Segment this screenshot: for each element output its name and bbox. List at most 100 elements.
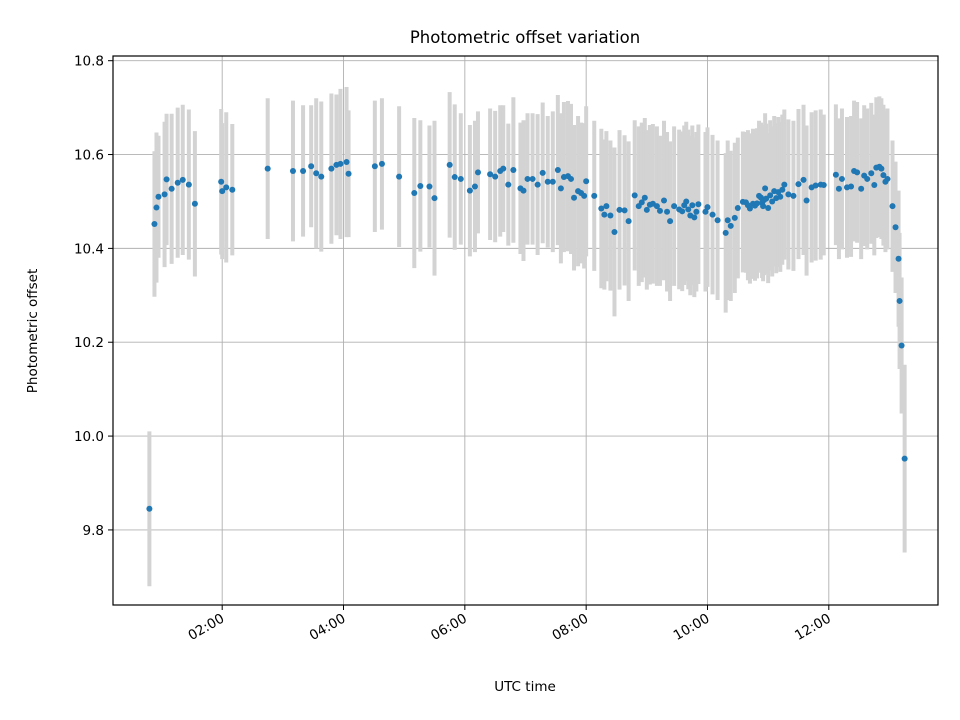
y-axis-label: Photometric offset bbox=[25, 269, 41, 393]
data-point bbox=[683, 198, 690, 205]
data-point bbox=[151, 220, 158, 227]
data-point bbox=[835, 185, 842, 192]
data-point bbox=[734, 205, 741, 212]
data-point bbox=[487, 171, 494, 178]
data-point bbox=[878, 165, 885, 172]
data-point bbox=[431, 195, 438, 202]
data-point bbox=[492, 173, 499, 180]
data-point bbox=[679, 208, 686, 215]
data-point bbox=[185, 181, 192, 188]
data-point bbox=[868, 170, 875, 177]
data-point bbox=[411, 190, 418, 197]
data-point bbox=[864, 175, 871, 182]
data-point bbox=[858, 185, 865, 192]
data-point bbox=[218, 178, 225, 185]
x-axis-ticks: 02:00 04:00 06:00 08:00 10:00 12:00 bbox=[185, 605, 834, 644]
data-point bbox=[691, 214, 698, 221]
data-point bbox=[763, 195, 770, 202]
data-point bbox=[724, 217, 731, 224]
data-point bbox=[631, 192, 638, 199]
data-point bbox=[534, 181, 541, 188]
data-point bbox=[505, 181, 512, 188]
data-point bbox=[762, 185, 769, 192]
data-point bbox=[777, 193, 784, 200]
data-point bbox=[168, 185, 175, 192]
data-point bbox=[664, 208, 671, 215]
data-point bbox=[621, 207, 628, 214]
data-point bbox=[671, 203, 678, 210]
data-point bbox=[832, 171, 839, 178]
data-point bbox=[378, 160, 385, 167]
data-point bbox=[396, 173, 403, 180]
x-axis-label: UTC time bbox=[494, 679, 556, 695]
data-point bbox=[803, 197, 810, 204]
data-point bbox=[820, 182, 827, 189]
data-point bbox=[223, 184, 230, 191]
data-point bbox=[591, 192, 598, 199]
data-point bbox=[702, 208, 709, 215]
data-point bbox=[838, 175, 845, 182]
data-point bbox=[603, 203, 610, 210]
y-tick-label: 10.6 bbox=[74, 148, 104, 164]
data-point bbox=[896, 297, 903, 304]
x-tick-label: 08:00 bbox=[549, 611, 591, 644]
data-point bbox=[727, 222, 734, 229]
data-point bbox=[880, 172, 887, 179]
data-point bbox=[308, 163, 315, 170]
data-point bbox=[760, 203, 767, 210]
data-point bbox=[318, 173, 325, 180]
data-points bbox=[146, 159, 908, 512]
data-point bbox=[544, 178, 551, 185]
data-point bbox=[289, 167, 296, 174]
y-axis-ticks: 9.8 10.0 10.2 10.4 10.6 10.8 bbox=[74, 54, 113, 539]
y-tick-label: 10.2 bbox=[74, 335, 104, 351]
data-point bbox=[625, 218, 632, 225]
data-point bbox=[466, 187, 473, 194]
data-point bbox=[153, 204, 160, 211]
data-point bbox=[714, 217, 721, 224]
data-point bbox=[571, 194, 578, 201]
plot-frame bbox=[112, 55, 939, 606]
data-point bbox=[722, 229, 729, 236]
data-point bbox=[219, 188, 226, 195]
data-point bbox=[795, 181, 802, 188]
data-point bbox=[601, 211, 608, 218]
data-point bbox=[785, 191, 792, 198]
data-point bbox=[474, 169, 481, 176]
data-point bbox=[174, 179, 181, 186]
data-point bbox=[567, 175, 574, 182]
data-point bbox=[343, 159, 350, 166]
data-point bbox=[607, 212, 614, 219]
data-point bbox=[583, 178, 590, 185]
data-point bbox=[781, 181, 788, 188]
y-tick-label: 10.0 bbox=[74, 429, 104, 445]
data-point bbox=[371, 163, 378, 170]
y-tick-label: 10.8 bbox=[74, 54, 104, 70]
data-point bbox=[163, 176, 170, 183]
data-point bbox=[500, 165, 507, 172]
data-point bbox=[709, 211, 716, 218]
data-point bbox=[529, 175, 536, 182]
data-point bbox=[848, 183, 855, 190]
data-point bbox=[471, 183, 478, 190]
data-point bbox=[765, 205, 772, 212]
data-point bbox=[854, 169, 861, 176]
data-point bbox=[426, 183, 433, 190]
data-point bbox=[300, 167, 307, 174]
data-point bbox=[898, 342, 905, 349]
data-point bbox=[790, 192, 797, 199]
data-point bbox=[767, 192, 774, 199]
data-point bbox=[653, 203, 660, 210]
data-point bbox=[871, 182, 878, 189]
data-point bbox=[191, 200, 198, 207]
data-point bbox=[685, 206, 692, 213]
data-point bbox=[557, 185, 564, 192]
data-point bbox=[641, 194, 648, 201]
data-point bbox=[704, 204, 711, 211]
data-point bbox=[146, 505, 153, 512]
x-tick-label: 12:00 bbox=[792, 611, 834, 644]
data-point bbox=[689, 202, 696, 209]
data-point bbox=[901, 455, 908, 462]
data-point bbox=[581, 192, 588, 199]
x-tick-label: 06:00 bbox=[428, 611, 470, 644]
